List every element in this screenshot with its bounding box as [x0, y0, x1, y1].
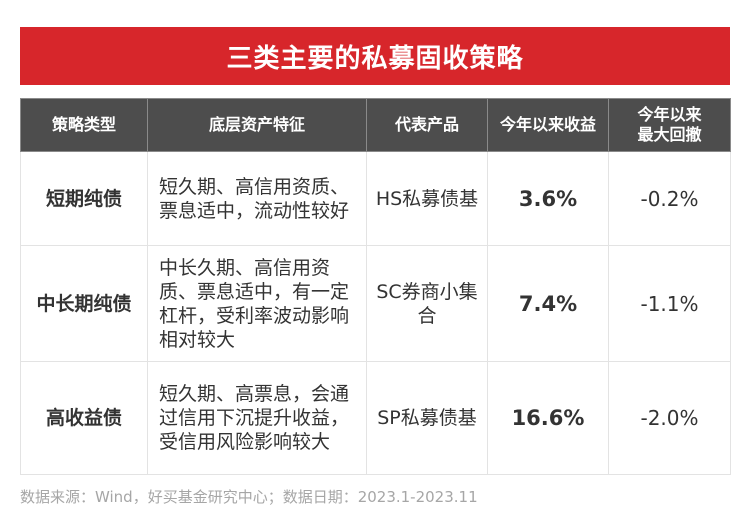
- header-strategy-type: 策略类型: [20, 98, 148, 152]
- strategy-name: 短期纯债: [20, 151, 148, 246]
- ytd-return: 7.4%: [487, 245, 609, 362]
- table-row: 短期纯债 短久期、高信用资质、票息适中，流动性较好 HS私募债基 3.6% -0…: [20, 151, 731, 246]
- header-representative-product: 代表产品: [366, 98, 488, 152]
- title-banner: 三类主要的私募固收策略: [20, 27, 730, 85]
- data-source-note: 数据来源：Wind，好买基金研究中心；数据日期：2023.1-2023.11: [20, 488, 478, 506]
- asset-features: 短久期、高信用资质、票息适中，流动性较好: [147, 151, 367, 246]
- header-asset-features: 底层资产特征: [147, 98, 367, 152]
- header-row: 策略类型 底层资产特征 代表产品 今年以来收益 今年以来 最大回撤: [20, 98, 731, 152]
- table-row: 中长期纯债 中长久期、高信用资质、票息适中，有一定杠杆，受利率波动影响相对较大 …: [20, 245, 731, 362]
- max-drawdown: -2.0%: [608, 361, 731, 475]
- strategy-name: 中长期纯债: [20, 245, 148, 362]
- page-title: 三类主要的私募固收策略: [226, 43, 524, 74]
- representative-product: HS私募债基: [366, 151, 488, 246]
- ytd-return: 3.6%: [487, 151, 609, 246]
- ytd-return: 16.6%: [487, 361, 609, 475]
- table-row: 高收益债 短久期、高票息，会通过信用下沉提升收益，受信用风险影响较大 SP私募债…: [20, 361, 731, 475]
- asset-features: 短久期、高票息，会通过信用下沉提升收益，受信用风险影响较大: [147, 361, 367, 475]
- representative-product: SP私募债基: [366, 361, 488, 475]
- header-ytd-return: 今年以来收益: [487, 98, 609, 152]
- strategy-table: 策略类型 底层资产特征 代表产品 今年以来收益 今年以来 最大回撤 短期纯债 短…: [20, 98, 731, 475]
- representative-product: SC券商小集合: [366, 245, 488, 362]
- max-drawdown: -1.1%: [608, 245, 731, 362]
- header-max-drawdown: 今年以来 最大回撤: [608, 98, 731, 152]
- max-drawdown: -0.2%: [608, 151, 731, 246]
- strategy-name: 高收益债: [20, 361, 148, 475]
- asset-features: 中长久期、高信用资质、票息适中，有一定杠杆，受利率波动影响相对较大: [147, 245, 367, 362]
